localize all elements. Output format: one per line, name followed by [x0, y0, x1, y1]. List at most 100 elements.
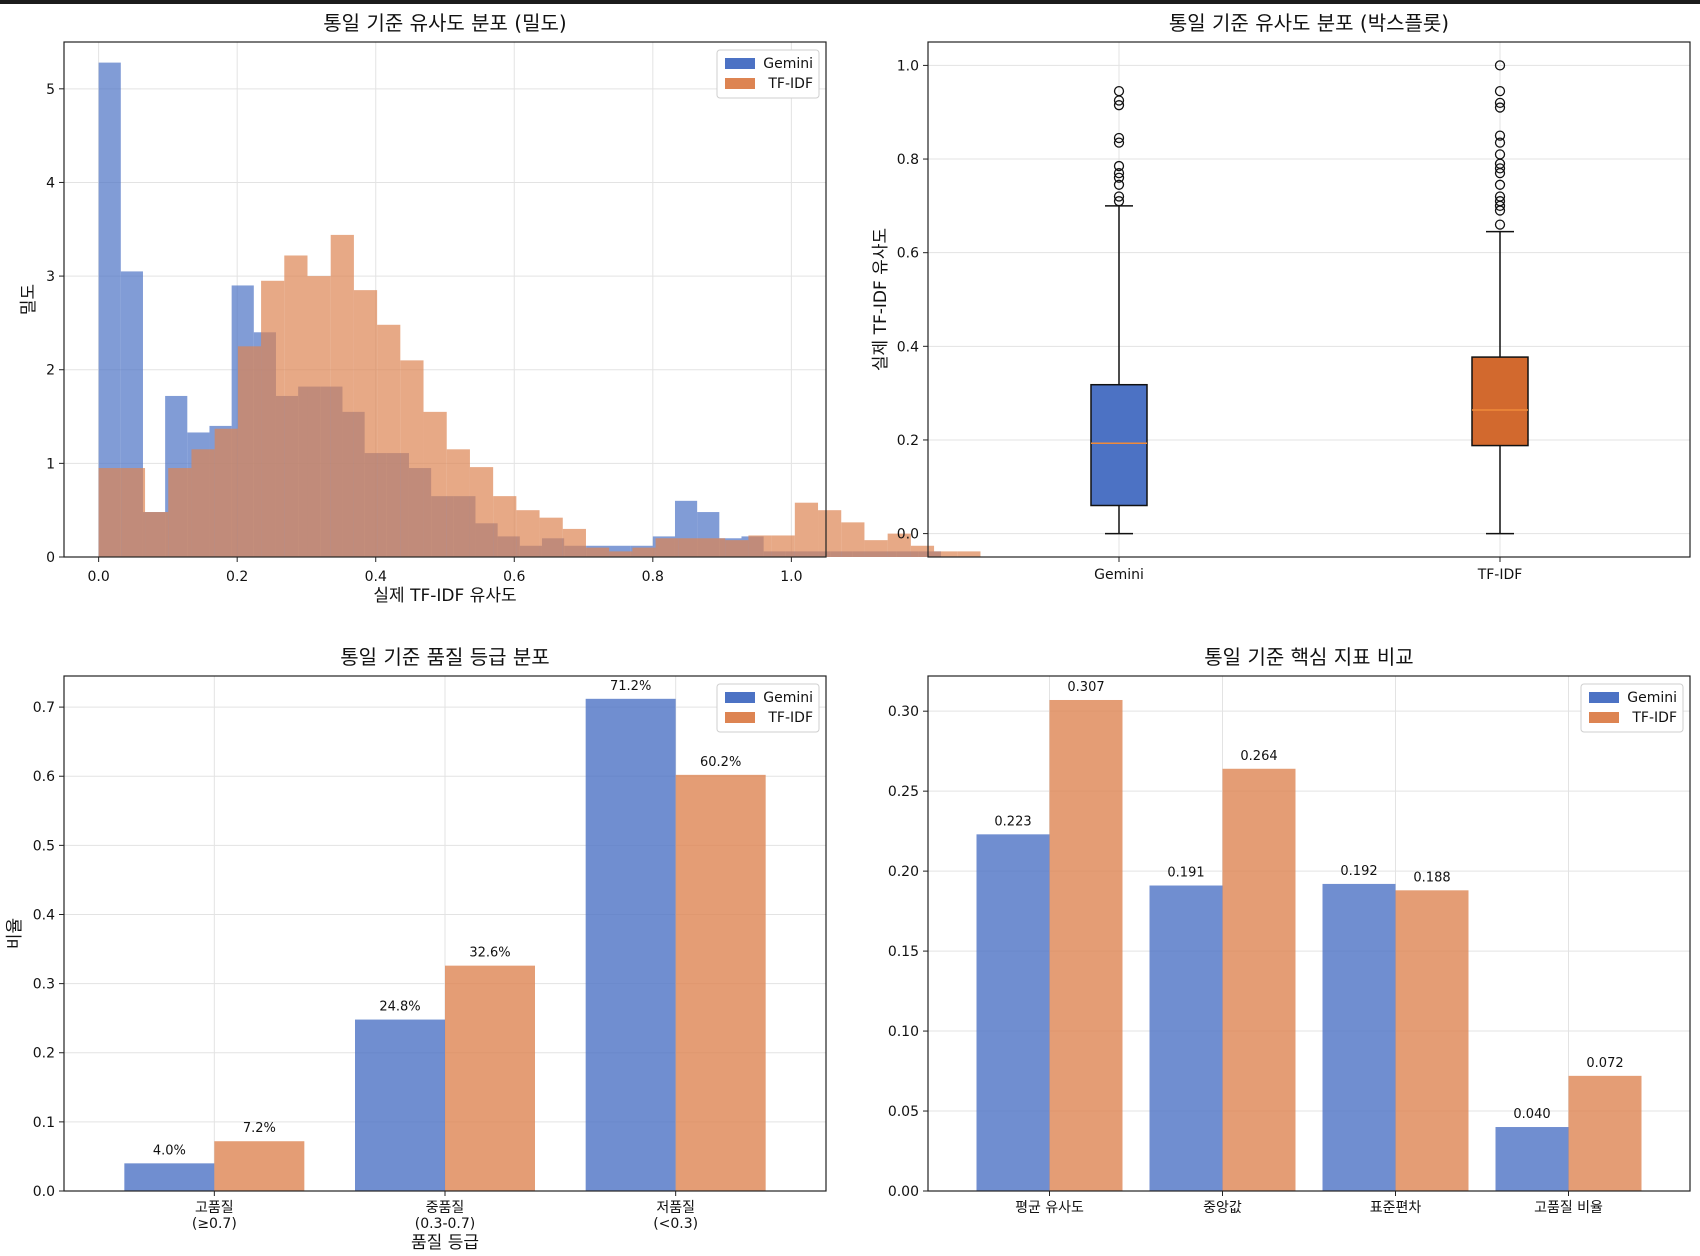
- hist-bar-tf-idf: [655, 538, 679, 557]
- x-tick-label: (0.3-0.7): [415, 1216, 476, 1232]
- y-tick-label: 1.0: [897, 58, 919, 74]
- bar-gemini: [585, 698, 676, 1191]
- outlier-point: [1113, 191, 1125, 202]
- outlier-point: [1494, 179, 1506, 190]
- legend-swatch: [1589, 692, 1619, 703]
- outlier-point: [1113, 100, 1125, 111]
- legend-label: TF-IDF: [767, 710, 813, 726]
- y-tick-label: 0.20: [888, 864, 919, 880]
- legend-swatch: [725, 58, 755, 69]
- chart-title: 통일 기준 유사도 분포 (박스플롯): [1169, 11, 1449, 35]
- y-tick-label: 0.25: [888, 784, 919, 800]
- axes-frame: [927, 675, 1691, 1192]
- legend-label: Gemini: [763, 56, 813, 72]
- hist-bar-tf-idf: [400, 360, 424, 557]
- hist-bar-tf-idf: [98, 468, 122, 557]
- outlier-point: [1494, 196, 1506, 207]
- hist-bar-tf-idf: [818, 510, 842, 557]
- legend: Gemini TF-IDF: [716, 49, 820, 99]
- y-tick-label: 0.15: [888, 944, 919, 960]
- outlier-point: [1494, 219, 1506, 230]
- hist-bar-tf-idf: [237, 346, 262, 557]
- hist-bar-tf-idf: [887, 533, 911, 557]
- bar-tf-idf: [1222, 768, 1296, 1191]
- chart-title: 통일 기준 핵심 지표 비교: [1204, 645, 1413, 669]
- outlier-point: [1494, 163, 1506, 174]
- y-tick-label: 0.2: [33, 1046, 55, 1062]
- hist-bar-tf-idf: [261, 280, 285, 557]
- bar-tf-idf: [675, 774, 766, 1191]
- legend-label: TF-IDF: [767, 76, 813, 92]
- hist-bar-tf-idf: [353, 290, 378, 557]
- hist-bar-tf-idf: [145, 512, 169, 557]
- outlier-point: [1494, 97, 1506, 109]
- bar-gemini: [976, 834, 1050, 1191]
- chart-title: 통일 기준 품질 등급 분포: [340, 645, 549, 669]
- outlier-point: [1494, 60, 1506, 71]
- outlier-point: [1113, 137, 1125, 148]
- y-axis-label: 실제 TF-IDF 유사도: [871, 228, 891, 371]
- hist-bar-tf-idf: [562, 528, 586, 557]
- x-axis-label: 품질 등급: [411, 1233, 479, 1253]
- hist-bar-tf-idf: [771, 535, 795, 557]
- y-tick-label: 2: [46, 363, 55, 379]
- y-tick-label: 0.6: [33, 769, 55, 785]
- x-tick-label: (<0.3): [653, 1216, 698, 1232]
- x-tick-label: Gemini: [1094, 567, 1144, 583]
- legend-label: Gemini: [763, 690, 813, 706]
- x-tick-label: 표준편차: [1370, 1200, 1422, 1216]
- bar-value-label: 71.2%: [610, 679, 651, 694]
- hist-bar-tf-idf: [841, 522, 865, 557]
- y-axis-label: 비율: [5, 918, 25, 949]
- top-window-bar: [0, 0, 1700, 4]
- x-tick-label: TF-IDF: [1477, 567, 1523, 583]
- bar-value-label: 32.6%: [469, 946, 510, 961]
- x-tick-label: 고품질 비율: [1534, 1200, 1603, 1216]
- legend-swatch: [725, 692, 755, 703]
- hist-bar-tf-idf: [214, 428, 238, 557]
- x-tick-label: 고품질: [195, 1200, 234, 1216]
- x-tick-label: 1.0: [780, 569, 802, 585]
- x-tick-label: 저품질: [656, 1200, 695, 1216]
- y-tick-label: 0.4: [897, 339, 919, 355]
- hist-bar-tf-idf: [609, 551, 633, 557]
- y-tick-label: 0.10: [888, 1024, 919, 1040]
- box-gemini: [1090, 86, 1148, 535]
- y-tick-label: 0.7: [33, 700, 55, 716]
- y-tick-label: 0.4: [33, 907, 55, 923]
- outlier-point: [1113, 86, 1125, 97]
- x-tick-label: 0.4: [365, 569, 387, 585]
- y-tick-label: 5: [46, 82, 55, 98]
- hist-bar-tf-idf: [330, 234, 354, 557]
- y-tick-label: 0.0: [897, 527, 919, 543]
- outlier-point: [1494, 191, 1506, 202]
- y-tick-label: 0.0: [33, 1184, 55, 1200]
- y-tick-label: 0.30: [888, 704, 919, 720]
- x-tick-label: (≥0.7): [192, 1216, 237, 1232]
- hist-bar-tf-idf: [377, 324, 401, 557]
- legend-label: Gemini: [1627, 690, 1677, 706]
- y-tick-label: 0.2: [897, 433, 919, 449]
- hist-bar-tf-idf: [934, 551, 958, 557]
- hist-bar-tf-idf: [957, 551, 981, 557]
- y-tick-label: 0.5: [33, 838, 55, 854]
- y-tick-label: 0.3: [33, 977, 55, 993]
- hist-bar-tf-idf: [748, 535, 772, 557]
- x-tick-label: 0.6: [503, 569, 525, 585]
- outlier-point: [1113, 167, 1125, 179]
- bar-value-label: 0.307: [1067, 680, 1104, 695]
- bar-gemini: [355, 1019, 445, 1191]
- hist-bar-tf-idf: [284, 255, 308, 557]
- hist-bar-tf-idf: [469, 467, 494, 557]
- box-iqr: [1471, 356, 1529, 447]
- hist-bar-tf-idf: [446, 449, 470, 557]
- bar-gemini: [124, 1163, 215, 1191]
- bar-value-label: 4.0%: [153, 1143, 186, 1158]
- y-tick-label: 0.00: [888, 1184, 919, 1200]
- hist-bar-tf-idf: [121, 468, 146, 557]
- outlier-point: [1494, 86, 1506, 97]
- bar-tf-idf: [214, 1141, 305, 1191]
- bar-value-label: 60.2%: [700, 755, 741, 770]
- hist-bar-tf-idf: [516, 510, 540, 557]
